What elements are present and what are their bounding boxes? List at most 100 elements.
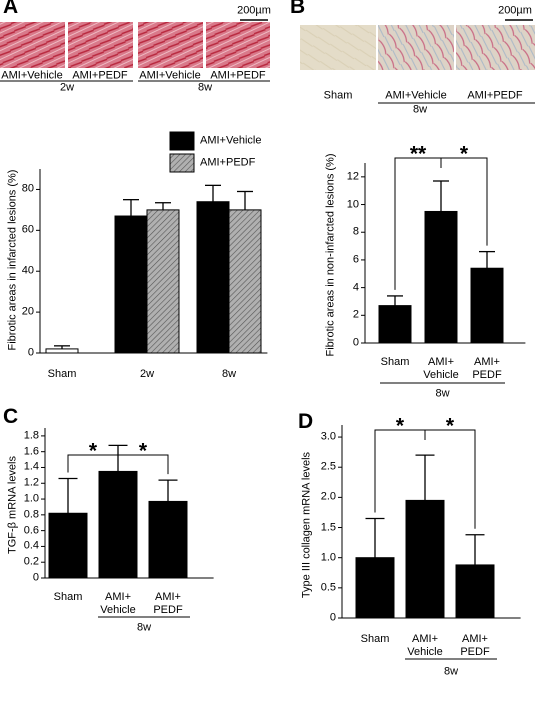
histology-image xyxy=(378,25,454,70)
panel-letter: B xyxy=(290,0,306,18)
y-tick-label: 12 xyxy=(346,170,359,183)
histology-images xyxy=(0,19,535,104)
y-tick-label: 1.0 xyxy=(23,492,39,505)
panel-letter: A xyxy=(3,0,19,18)
image-label: Sham xyxy=(323,89,353,102)
legend-swatch xyxy=(169,153,195,173)
histology-image xyxy=(0,22,65,68)
y-tick-label: 4 xyxy=(352,281,359,294)
y-tick-label: 0.4 xyxy=(23,539,39,552)
y-tick-label: 0.6 xyxy=(23,524,39,537)
x-tick-label: AMI+ PEDF xyxy=(460,633,490,658)
histology-image xyxy=(138,22,203,68)
significance-label: * xyxy=(138,439,148,463)
bar xyxy=(355,557,395,619)
y-tick-label: 20 xyxy=(21,305,34,318)
x-tick-label: Sham xyxy=(47,368,77,380)
significance-label: * xyxy=(445,414,455,438)
image-label: AMI+Vehicle xyxy=(139,69,201,82)
x-tick-label: Sham xyxy=(53,591,83,603)
x-tick-label: 8w xyxy=(221,368,237,380)
image-label: AMI+PEDF xyxy=(467,89,523,102)
significance-bracket xyxy=(374,429,476,529)
panel-letter: D xyxy=(298,410,314,433)
histology-image xyxy=(68,22,133,68)
histology-image xyxy=(300,25,376,70)
x-tick-label: AMI+ PEDF xyxy=(153,591,183,616)
x-tick-label: 2w xyxy=(139,368,155,380)
bar xyxy=(424,210,458,344)
y-tick-label: 0.2 xyxy=(23,555,39,568)
bar xyxy=(146,209,180,354)
bar xyxy=(470,267,504,344)
y-tick-label: 0.8 xyxy=(23,508,39,521)
image-group-label: 8w xyxy=(197,81,213,94)
y-tick-label: 0 xyxy=(352,336,359,349)
x-tick-label: AMI+ Vehicle xyxy=(100,591,136,616)
significance-label: ** xyxy=(409,142,427,166)
y-tick-label: 80 xyxy=(21,182,34,195)
y-tick-label: 3.0 xyxy=(320,430,336,443)
image-label: AMI+Vehicle xyxy=(385,89,447,102)
significance-label: * xyxy=(395,414,405,438)
bar xyxy=(405,499,445,619)
y-tick-label: 2.0 xyxy=(320,490,336,503)
x-tick-label: Sham xyxy=(380,356,410,368)
image-group-label: 8w xyxy=(412,103,428,116)
y-tick-label: 1.0 xyxy=(320,551,336,564)
significance-label: * xyxy=(459,142,469,166)
histology-image xyxy=(206,22,270,68)
y-tick-label: 0 xyxy=(329,611,336,624)
y-tick-label: 8 xyxy=(352,225,359,238)
y-tick-label: 2 xyxy=(352,308,359,321)
y-tick-label: 1.8 xyxy=(23,429,39,442)
bar xyxy=(148,500,188,579)
y-axis-label: TGF-β mRNA levels xyxy=(6,455,19,555)
bar xyxy=(48,512,88,579)
y-tick-label: 1.5 xyxy=(320,521,336,534)
legend-label: AMI+PEDF xyxy=(200,156,256,169)
x-tick-label: AMI+ PEDF xyxy=(472,356,502,381)
y-tick-label: 1.4 xyxy=(23,460,39,473)
y-tick-label: 6 xyxy=(352,253,359,266)
bar xyxy=(378,305,412,344)
scale-bar-label: 200µm xyxy=(498,4,532,17)
panel-letter: C xyxy=(3,405,19,428)
image-label: AMI+Vehicle xyxy=(1,69,63,82)
y-tick-label: 0 xyxy=(32,571,39,584)
y-tick-label: 0.5 xyxy=(320,581,336,594)
x-tick-label: Sham xyxy=(360,633,390,645)
significance-bracket xyxy=(394,157,488,290)
histology-image xyxy=(456,25,535,70)
y-tick-label: 1.2 xyxy=(23,476,39,489)
legend-label: AMI+Vehicle xyxy=(200,134,262,147)
bar xyxy=(196,201,230,354)
y-axis-label: Type III collagen mRNA levels xyxy=(300,451,313,599)
bar xyxy=(455,564,495,619)
image-label: AMI+PEDF xyxy=(210,69,266,82)
legend-swatch xyxy=(169,131,195,151)
x-tick-label: AMI+ Vehicle xyxy=(407,633,443,658)
group-label: 8w xyxy=(443,665,459,678)
image-label: AMI+PEDF xyxy=(72,69,128,82)
y-tick-label: 60 xyxy=(21,223,34,236)
y-axis-label: Fibrotic areas in infarcted lesions (%) xyxy=(6,169,19,351)
significance-label: * xyxy=(88,439,98,463)
y-tick-label: 40 xyxy=(21,264,34,277)
y-tick-label: 10 xyxy=(346,198,359,211)
y-tick-label: 1.6 xyxy=(23,445,39,458)
group-label: 8w xyxy=(136,621,152,634)
bar xyxy=(114,215,148,354)
x-tick-label: AMI+ Vehicle xyxy=(423,356,459,381)
image-group-label: 2w xyxy=(59,81,75,94)
bar xyxy=(98,470,138,579)
bar xyxy=(45,348,79,354)
bar xyxy=(228,209,262,354)
scale-bar-label: 200µm xyxy=(237,4,271,17)
y-axis-label: Fibrotic areas in non-infarcted lesions … xyxy=(324,153,337,357)
significance-bracket xyxy=(67,454,169,475)
y-tick-label: 0 xyxy=(27,346,34,359)
y-tick-label: 2.5 xyxy=(320,460,336,473)
